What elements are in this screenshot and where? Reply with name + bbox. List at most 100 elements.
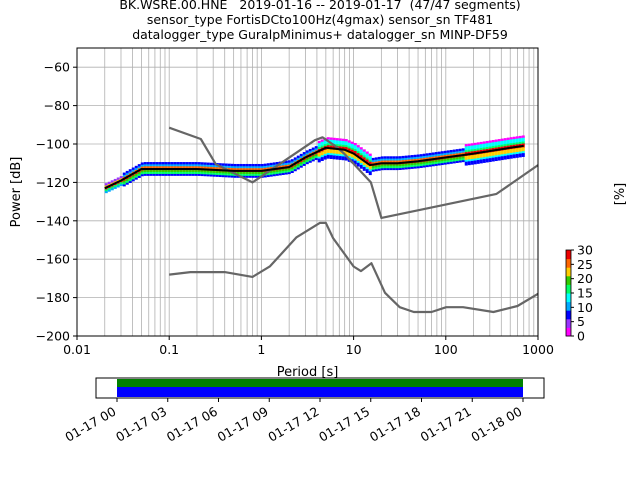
heatmap-cell	[452, 153, 456, 156]
heatmap-cell	[305, 150, 309, 153]
heatmap-cell	[167, 162, 171, 165]
heatmap-cell	[323, 141, 327, 145]
heatmap-cell	[161, 163, 165, 167]
heatmap-cell	[149, 162, 153, 165]
heatmap-cell	[461, 148, 465, 151]
colorbar-segment	[566, 262, 571, 266]
heatmap-cell	[368, 157, 372, 160]
heatmap-cell	[497, 140, 501, 144]
heatmap-cell	[389, 160, 393, 163]
heatmap-cell	[374, 165, 378, 168]
heatmap-cell	[311, 149, 315, 152]
heatmap-cell	[134, 175, 138, 178]
heatmap-cell	[392, 167, 396, 171]
heatmap-cell	[314, 153, 318, 157]
heatmap-cell	[485, 156, 489, 159]
heatmap-cell	[476, 144, 480, 147]
colorbar-tick-label: 25	[577, 257, 593, 272]
heatmap-cell	[371, 157, 375, 161]
heatmap-cell	[344, 146, 348, 150]
heatmap-cell	[407, 166, 411, 170]
heatmap-cell	[503, 153, 507, 156]
heatmap-cell	[470, 147, 474, 150]
heatmap-cell	[482, 156, 486, 160]
heatmap-cell	[515, 149, 519, 153]
coverage-tick-label: 01-17 06	[164, 404, 220, 445]
heatmap-cell	[179, 173, 183, 176]
heatmap-cell	[341, 157, 345, 161]
heatmap-cell	[218, 167, 222, 170]
heatmap-cell	[476, 159, 480, 162]
colorbar-segment	[566, 318, 571, 322]
heatmap-cell	[290, 170, 294, 174]
heatmap-cell	[323, 145, 327, 149]
heatmap-cell	[341, 146, 345, 149]
heatmap-cell	[419, 154, 423, 157]
heatmap-cell	[359, 154, 363, 158]
heatmap-cell	[311, 147, 315, 150]
heatmap-cell	[443, 160, 447, 163]
heatmap-cell	[470, 158, 474, 161]
heatmap-cell	[167, 165, 171, 169]
heatmap-cell	[500, 153, 504, 157]
heatmap-cell	[404, 159, 408, 162]
heatmap-cell	[335, 149, 339, 152]
heatmap-cell	[386, 158, 390, 161]
heatmap-cell	[107, 183, 111, 186]
heatmap-cell	[122, 172, 126, 175]
heatmap-cell	[188, 165, 192, 169]
heatmap-cell	[506, 151, 510, 154]
heatmap-cell	[452, 159, 456, 162]
colorbar-label: [%]	[613, 183, 628, 206]
heatmap-cell	[377, 160, 381, 164]
heatmap-cell	[170, 173, 174, 176]
heatmap-cell	[401, 155, 405, 159]
heatmap-cell	[476, 161, 480, 164]
heatmap-cell	[212, 170, 216, 173]
colorbar-segment	[566, 305, 571, 309]
heatmap-cell	[308, 158, 312, 161]
heatmap-cell	[293, 167, 297, 170]
heatmap-cell	[386, 160, 390, 163]
heatmap-cell	[404, 167, 408, 170]
heatmap-cell	[281, 164, 285, 168]
heatmap-cell	[164, 163, 168, 167]
heatmap-cell	[494, 141, 498, 144]
colorbar-segment	[566, 256, 571, 260]
heatmap-cell	[167, 171, 171, 174]
heatmap-cell	[137, 171, 141, 175]
heatmap-cell	[410, 158, 414, 162]
coverage-bar-green	[117, 379, 523, 387]
heatmap-cell	[155, 169, 159, 173]
heatmap-cell	[416, 154, 420, 157]
heatmap-cell	[338, 140, 342, 143]
heatmap-cell	[245, 175, 249, 178]
colorbar-segment	[566, 284, 571, 288]
heatmap-cell	[173, 165, 177, 169]
heatmap-cell	[479, 153, 483, 156]
heatmap-cell	[104, 190, 108, 194]
heatmap-cell	[338, 146, 342, 149]
heatmap-cell	[467, 145, 471, 148]
heatmap-cell	[326, 152, 330, 155]
heatmap-cell	[392, 158, 396, 161]
heatmap-cell	[497, 158, 501, 161]
heatmap-cell	[116, 183, 120, 186]
heatmap-cell	[281, 163, 285, 166]
heatmap-cell	[278, 165, 282, 168]
heatmap-cell	[344, 152, 348, 155]
heatmap-cell	[284, 162, 288, 165]
heatmap-cell	[473, 144, 477, 148]
heatmap-cell	[428, 156, 432, 160]
heatmap-cell	[191, 165, 195, 169]
heatmap-cell	[491, 143, 495, 147]
heatmap-cell	[140, 166, 144, 169]
heatmap-cell	[158, 162, 162, 165]
heatmap-cell	[335, 155, 339, 158]
heatmap-cell	[365, 151, 369, 154]
heatmap-cell	[110, 188, 114, 191]
x-tick-label: 0.1	[159, 342, 179, 357]
heatmap-cell	[182, 173, 186, 176]
heatmap-cell	[341, 154, 345, 157]
